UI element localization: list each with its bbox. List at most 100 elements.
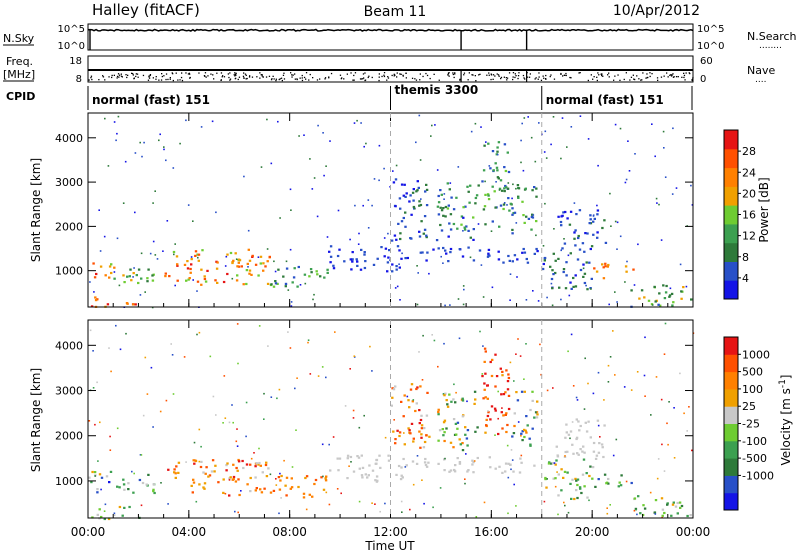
range-cell — [460, 223, 463, 226]
range-cell — [140, 504, 143, 507]
range-cell — [632, 268, 635, 271]
colorbar-swatch — [724, 388, 738, 407]
range-cell — [338, 248, 341, 251]
nave-point — [681, 76, 683, 78]
nave-point — [452, 73, 454, 76]
noise-line — [87, 28, 694, 32]
range-cell — [388, 249, 391, 252]
range-cell — [650, 414, 652, 416]
range-cell — [588, 474, 591, 478]
range-cell — [171, 354, 174, 356]
range-cell — [444, 249, 447, 252]
range-cell — [100, 488, 102, 491]
range-cell — [229, 251, 233, 255]
nave-tick-top: 60 — [700, 56, 713, 67]
range-cell — [371, 370, 373, 372]
range-cell — [604, 265, 607, 268]
range-cell — [579, 424, 582, 428]
range-cell — [673, 457, 676, 459]
range-cell — [317, 124, 319, 127]
range-cell — [224, 492, 227, 495]
range-cell — [387, 459, 391, 462]
range-cell — [573, 497, 576, 501]
range-cell — [599, 436, 601, 438]
range-cell — [544, 130, 547, 133]
range-cell — [443, 394, 446, 397]
range-cell — [222, 280, 226, 284]
range-cell — [478, 249, 482, 252]
range-cell — [263, 392, 265, 395]
range-cell — [302, 496, 306, 499]
range-cell — [570, 287, 573, 290]
range-cell — [440, 209, 444, 212]
nave-point — [235, 74, 237, 76]
range-cell — [672, 501, 675, 504]
range-cell — [680, 297, 683, 300]
range-cell — [358, 500, 361, 503]
range-cell — [266, 248, 269, 250]
range-cell — [132, 491, 135, 494]
colorbar-tick-label: 20 — [742, 187, 756, 200]
range-cell — [122, 274, 125, 277]
range-cell — [408, 200, 411, 203]
nave-point — [688, 72, 690, 74]
nave-point — [569, 76, 571, 79]
nave-point — [265, 76, 268, 78]
nave-point — [472, 74, 474, 76]
range-cell — [486, 255, 490, 258]
range-cell — [491, 220, 494, 223]
range-cell — [383, 237, 386, 239]
range-cell — [488, 254, 491, 257]
x-tick-label: 16:00 — [474, 525, 509, 539]
range-cell — [390, 239, 394, 242]
range-cell — [507, 254, 510, 258]
range-cell — [264, 265, 267, 268]
range-cell — [258, 447, 260, 450]
nave-point — [488, 74, 490, 76]
nave-point — [248, 76, 251, 78]
nave-point — [210, 73, 212, 75]
range-cell — [663, 353, 666, 355]
range-cell — [457, 298, 460, 300]
nave-point — [222, 75, 224, 77]
range-cell — [519, 457, 522, 460]
range-cell — [152, 483, 155, 486]
range-cell — [609, 356, 612, 358]
range-cell — [190, 484, 193, 487]
range-cell — [437, 247, 440, 250]
range-cell — [202, 471, 205, 474]
range-cell — [586, 232, 589, 235]
range-cell — [682, 286, 685, 289]
nave-point — [213, 78, 215, 80]
range-cell — [138, 478, 142, 482]
range-cell — [535, 234, 537, 237]
range-cell — [355, 258, 358, 261]
range-cell — [654, 300, 657, 303]
range-cell — [402, 457, 405, 461]
range-cell — [273, 260, 275, 263]
range-cell — [588, 499, 590, 502]
range-cell — [507, 376, 511, 380]
range-cell — [488, 456, 491, 459]
range-cell — [596, 236, 599, 239]
range-cell — [284, 484, 287, 487]
range-cell — [494, 206, 497, 209]
range-cell — [464, 205, 467, 208]
range-cell — [503, 166, 506, 169]
range-cell — [664, 322, 667, 325]
range-cell — [371, 204, 373, 207]
range-cell — [409, 432, 412, 435]
range-cell — [513, 254, 517, 257]
range-cell — [579, 448, 582, 451]
range-cell — [483, 144, 486, 147]
range-cell — [238, 493, 241, 497]
range-cell — [401, 252, 403, 255]
noise-tick-left-top: 10^5 — [58, 24, 85, 35]
x-tick-label: 00:00 — [676, 525, 711, 539]
nave-point — [426, 74, 429, 77]
range-cell — [444, 392, 447, 395]
range-cell — [604, 262, 607, 265]
nave-point — [292, 74, 294, 76]
range-cell — [467, 469, 470, 472]
range-cell — [422, 334, 424, 337]
